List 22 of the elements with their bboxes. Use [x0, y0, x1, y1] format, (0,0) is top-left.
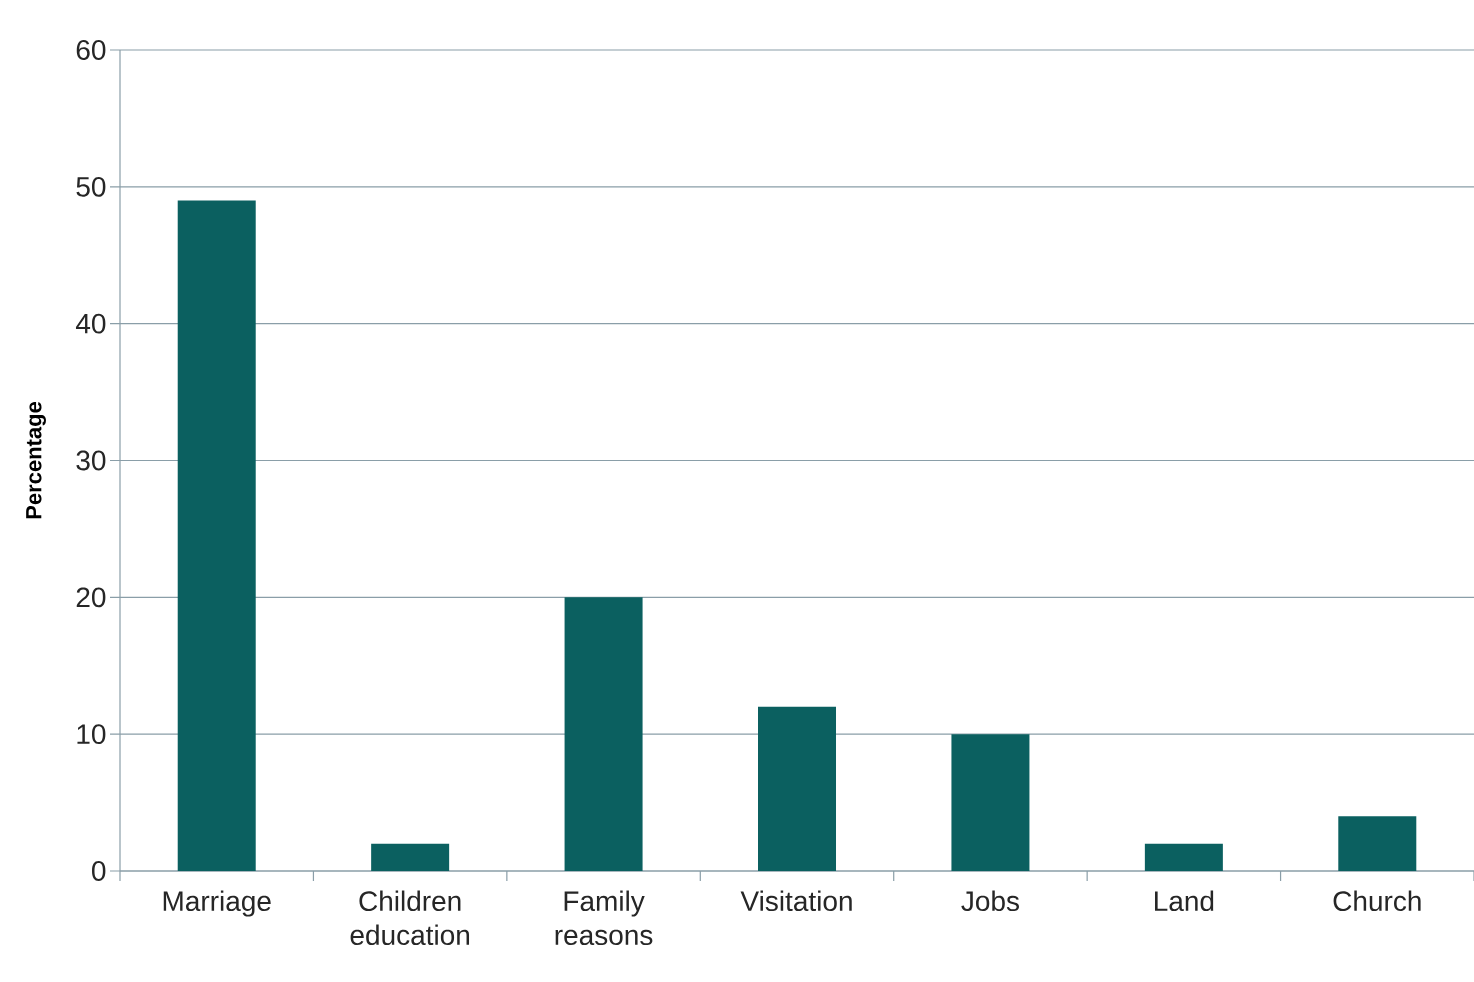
bar: [758, 706, 836, 871]
bar: [371, 843, 450, 871]
x-tick-label: Marriage: [163, 890, 271, 917]
y-tick-label: 10: [77, 724, 106, 745]
y-tick-label: 30: [76, 450, 106, 471]
y-tick-label: 0: [92, 861, 106, 881]
x-tick-label: Family reasons: [555, 890, 653, 946]
bar: [1144, 843, 1223, 871]
y-axis-title: Percentage: [26, 401, 46, 519]
bar: [564, 597, 643, 871]
bar: [1338, 816, 1417, 871]
x-tick-label: Church: [1333, 890, 1421, 912]
x-tick-label: Land: [1155, 890, 1214, 912]
x-tick-label: Jobs: [961, 890, 1019, 912]
bar: [177, 200, 256, 871]
bar: [951, 734, 1030, 871]
y-tick-label: 50: [76, 176, 106, 197]
y-tick-label: 20: [76, 587, 106, 608]
x-tick-label: Visitation: [740, 890, 852, 912]
x-tick-label: Children education: [350, 890, 470, 946]
y-tick-label: 40: [75, 313, 106, 334]
y-tick-label: 60: [76, 40, 106, 60]
